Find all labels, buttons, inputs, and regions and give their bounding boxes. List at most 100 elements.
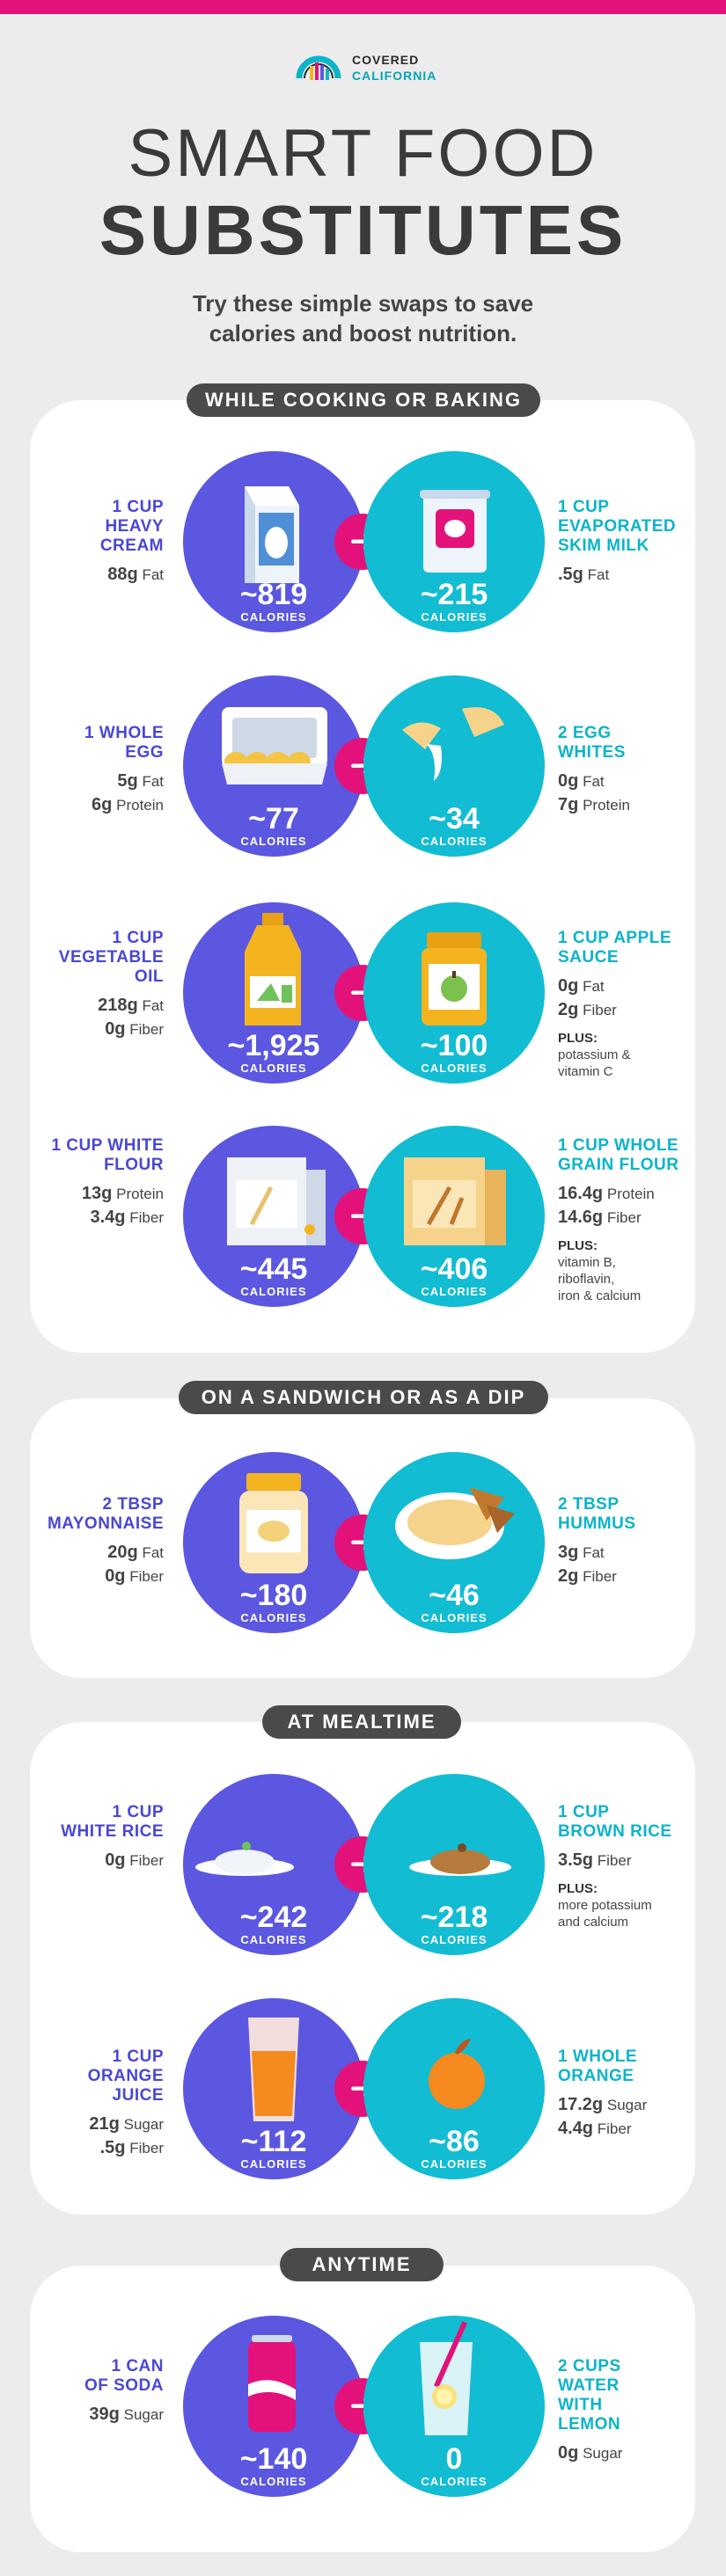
calories-value: ~406: [420, 1252, 488, 1286]
from-name: 1 CUP WHITE FLOUR: [51, 1136, 164, 1174]
food-circle-applesauce: ~100 CALORIES: [363, 902, 545, 1084]
food-circle-evaporated-milk: ~215 CALORIES: [363, 451, 545, 632]
to-stat: 3g Fat: [558, 1543, 605, 1562]
food-circle-soda: ~140 CALORIES: [183, 2316, 364, 2497]
to-stat: 0g Sugar: [558, 2443, 623, 2463]
from-stat: 218g Fat: [98, 996, 164, 1015]
calories-label: CALORIES: [421, 835, 488, 848]
soda-can-icon: [248, 2335, 296, 2432]
section-heading-mealtime: AT MEALTIME: [262, 1705, 461, 1739]
from-name: 1 CUP VEGETABLE OIL: [58, 929, 164, 986]
to-stat: 3.5g Fiber: [558, 1850, 632, 1870]
to-label-brown-rice: 1 CUP BROWN RICE 3.5g Fiber PLUS: more po…: [558, 1803, 716, 1930]
calories-label: CALORIES: [240, 1285, 307, 1298]
food-circle-white-rice: ~242 CALORIES: [183, 1774, 364, 1955]
to-label-hummus: 2 TBSP HUMMUS 3g Fat 2g Fiber: [558, 1495, 716, 1587]
to-label-whole-orange: 1 WHOLE ORANGE 17.2g Sugar 4.4g Fiber: [558, 2047, 716, 2139]
section-heading-anytime: ANYTIME: [280, 2248, 444, 2281]
calories-label: CALORIES: [421, 1062, 488, 1075]
from-label-heavy-cream: 1 CUP HEAVY CREAM 88g Fat: [32, 498, 164, 585]
page-title-line-2: SUBSTITUTES: [99, 191, 627, 269]
to-name: 1 CUP EVAPORATED SKIM MILK: [558, 498, 677, 555]
to-stat: 2g Fiber: [558, 1566, 617, 1586]
to-stat: 0g Fat: [558, 771, 605, 791]
plus-text: vitamin B, riboflavin, iron & calcium: [558, 1255, 642, 1303]
milk-carton-icon: [245, 486, 299, 583]
to-name: 1 WHOLE ORANGE: [558, 2047, 638, 2085]
mayo-jar-icon: [239, 1473, 308, 1573]
calories-value: ~86: [429, 2125, 480, 2158]
wheat-flour-bag-icon: [404, 1157, 506, 1245]
to-name: 2 TBSP HUMMUS: [558, 1495, 636, 1533]
section-heading-cooking: WHILE COOKING OR BAKING: [187, 383, 540, 417]
from-label-orange-juice: 1 CUP ORANGE JUICE 21g Sugar .5g Fiber: [32, 2047, 164, 2158]
from-stat: 0g Fiber: [105, 1019, 164, 1039]
to-stat: 16.4g Protein: [558, 1184, 655, 1203]
food-circle-egg-whites: ~34 CALORIES: [363, 675, 545, 857]
page-subtitle: Try these simple swaps to save calories …: [0, 288, 726, 348]
food-circle-mayonnaise: ~180 CALORIES: [183, 1452, 364, 1633]
from-stat: 0g Fiber: [105, 1566, 164, 1586]
from-name: 1 WHOLE EGG: [84, 724, 164, 762]
from-label-mayonnaise: 2 TBSP MAYONNAISE 20g Fat 0g Fiber: [32, 1495, 164, 1587]
to-name: 1 CUP BROWN RICE: [558, 1803, 672, 1841]
hummus-bowl-icon: [395, 1487, 515, 1559]
from-name: 1 CUP HEAVY CREAM: [99, 498, 164, 555]
calories-value: ~46: [429, 1579, 480, 1612]
to-stat: 0g Fat: [558, 976, 605, 996]
calories-label: CALORIES: [421, 1933, 488, 1946]
calories-label: CALORIES: [240, 2475, 307, 2488]
oil-bottle-icon: [245, 913, 301, 1025]
food-circle-brown-rice: ~218 CALORIES: [363, 1774, 545, 1955]
from-name: 1 CAN OF SODA: [84, 2357, 164, 2395]
subtitle-line-2: calories and boost nutrition.: [209, 320, 517, 347]
to-stat: 14.6g Fiber: [558, 1208, 642, 1227]
calories-value: ~100: [420, 1029, 488, 1062]
calories-value: ~218: [420, 1901, 488, 1934]
calories-value: ~112: [240, 2125, 307, 2158]
logo-mark-icon: [292, 41, 345, 94]
egg-carton-icon: [222, 707, 327, 784]
covered-california-logo: COVERED CALIFORNIA: [292, 40, 451, 95]
from-stat: 0g Fiber: [105, 1850, 164, 1870]
white-rice-plate-icon: [195, 1842, 294, 1876]
to-name: 2 EGG WHITES: [558, 724, 626, 762]
calories-value: ~180: [239, 1579, 308, 1612]
top-accent-bar: [0, 0, 726, 14]
calories-value: ~445: [239, 1252, 308, 1286]
brown-rice-plate-icon: [409, 1843, 511, 1876]
to-name: 2 CUPS WATER WITH LEMON: [558, 2357, 621, 2434]
from-stat: 3.4g Fiber: [90, 1208, 165, 1227]
from-label-whole-egg: 1 WHOLE EGG 5g Fat 6g Protein: [32, 724, 164, 815]
to-stat: 2g Fiber: [558, 1000, 617, 1019]
page-title-line-1: SMART FOOD: [128, 116, 598, 191]
to-label-egg-whites: 2 EGG WHITES 0g Fat 7g Protein: [558, 724, 716, 815]
from-name: 2 TBSP MAYONNAISE: [47, 1495, 164, 1533]
calories-label: CALORIES: [240, 1933, 307, 1946]
from-stat: 13g Protein: [81, 1184, 164, 1203]
subtitle-line-1: Try these simple swaps to save: [192, 290, 534, 317]
plus-heading: PLUS:: [558, 1031, 598, 1046]
to-label-evaporated-milk: 1 CUP EVAPORATED SKIM MILK .5g Fat: [558, 498, 716, 585]
juice-glass-icon: [248, 2018, 299, 2121]
to-stat: .5g Fat: [558, 565, 610, 584]
calories-value: ~77: [248, 802, 299, 836]
from-stat: .5g Fiber: [99, 2138, 164, 2157]
food-circle-orange-juice: ~112 CALORIES: [183, 1998, 364, 2179]
plus-heading: PLUS:: [558, 1238, 598, 1253]
food-circle-vegetable-oil: ~1,925 CALORIES: [183, 902, 364, 1084]
from-stat: 21g Sugar: [89, 2114, 164, 2134]
from-stat: 5g Fat: [117, 771, 164, 791]
from-label-white-rice: 1 CUP WHITE RICE 0g Fiber: [32, 1803, 164, 1871]
calories-value: ~140: [239, 2442, 308, 2476]
from-label-vegetable-oil: 1 CUP VEGETABLE OIL 218g Fat 0g Fiber: [32, 929, 164, 1040]
plus-text: potassium & vitamin C: [558, 1047, 631, 1079]
to-name: 1 CUP WHOLE GRAIN FLOUR: [558, 1136, 679, 1174]
from-stat: 88g Fat: [107, 565, 164, 584]
section-heading-sandwich: ON A SANDWICH OR AS A DIP: [179, 1381, 548, 1414]
food-circle-whole-orange: ~86 CALORIES: [363, 1998, 545, 2179]
from-name: 1 CUP ORANGE JUICE: [87, 2047, 164, 2105]
food-circle-whole-grain-flour: ~406 CALORIES: [363, 1126, 545, 1307]
to-label-whole-grain-flour: 1 CUP WHOLE GRAIN FLOUR 16.4g Protein 14.…: [558, 1136, 716, 1304]
applesauce-jar-icon: [422, 932, 487, 1025]
